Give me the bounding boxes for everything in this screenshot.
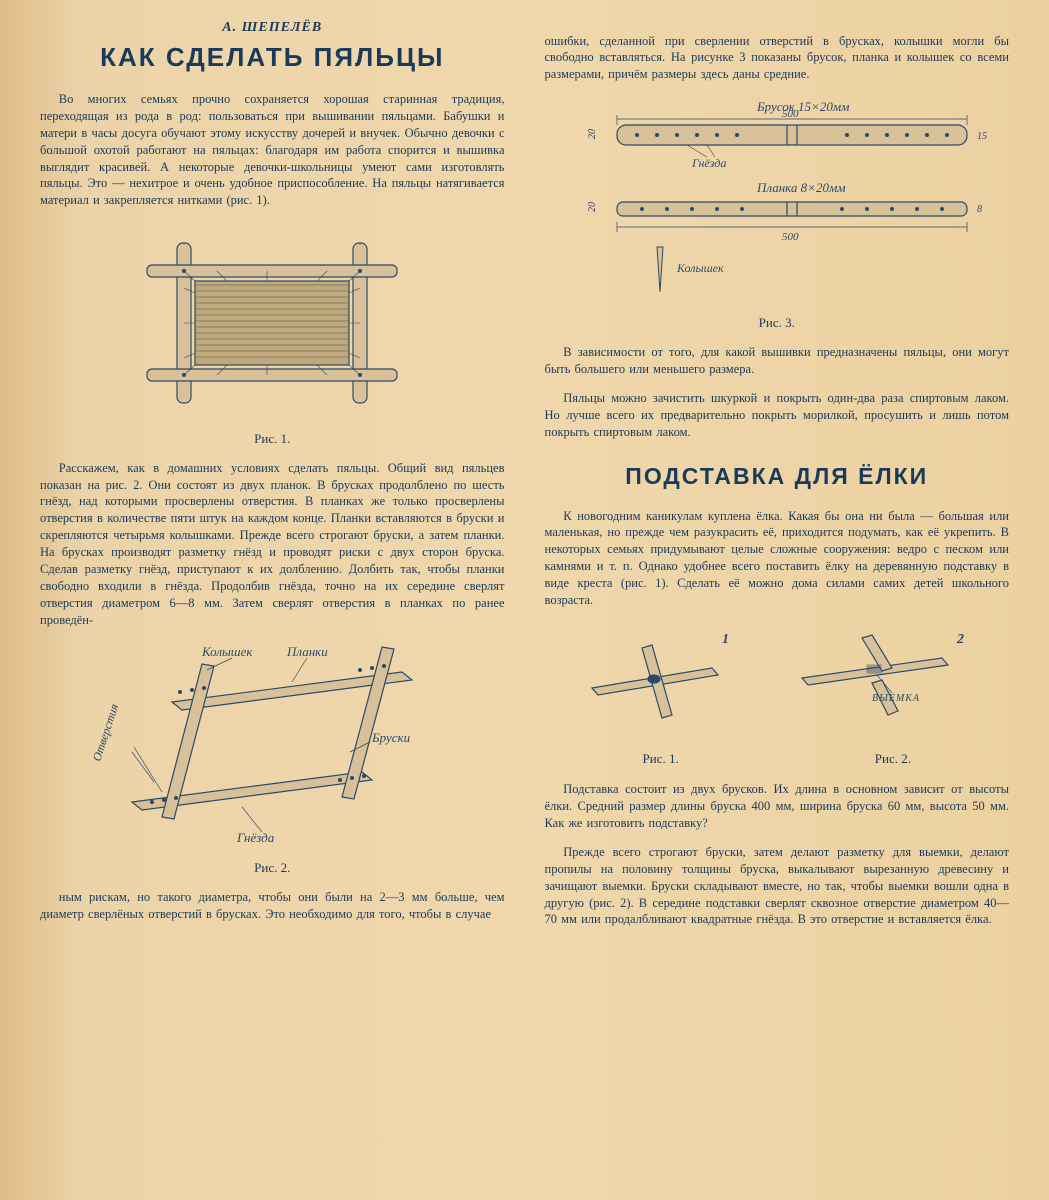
article1-p5: В зависимости от того, для какой вышивки… — [545, 344, 1010, 378]
article2-p2: Подставка состоит из двух брусков. Их дл… — [545, 781, 1010, 832]
art2-fig2-caption: Рис. 2. — [875, 751, 911, 767]
art2-num1: 1 — [722, 632, 729, 647]
article1-title: КАК СДЕЛАТЬ ПЯЛЬЦЫ — [40, 42, 505, 73]
fig1-caption: Рис. 1. — [40, 431, 505, 447]
fig3-caption: Рис. 3. — [545, 315, 1010, 331]
fig3-dim500a: 500 — [782, 108, 799, 120]
art2-fig-svg: 1 2 ВЫЕМКА — [562, 623, 992, 743]
fig2-label-gnezda: Гнёзда — [236, 830, 275, 845]
art2-figcap-row: Рис. 1. Рис. 2. — [545, 751, 1010, 767]
fig1-svg — [117, 223, 427, 423]
fig3-dim15: 15 — [977, 131, 987, 142]
figure-1 — [40, 223, 505, 423]
fig2-label-otverstiya: Отверстия — [92, 702, 121, 763]
author-name: А. ШЕПЕЛЁВ — [40, 20, 505, 36]
fig3-label-planka: Планка 8×20мм — [756, 180, 846, 195]
art2-vyemka: ВЫЕМКА — [872, 693, 920, 704]
left-column: А. ШЕПЕЛЁВ КАК СДЕЛАТЬ ПЯЛЬЦЫ Во многих … — [40, 20, 505, 1180]
figure-2: Колышек Планки Бруски Гнёзда Отверстия — [40, 642, 505, 852]
right-column: ошибки, сделанной при сверлении отверсти… — [545, 20, 1010, 1180]
article1-p1: Во многих семьях прочно сохраняется хоро… — [40, 91, 505, 209]
article2-figures: 1 2 ВЫЕМКА — [545, 623, 1010, 743]
art2-fig1-caption: Рис. 1. — [643, 751, 679, 767]
fig3-dim8: 8 — [977, 204, 982, 215]
fig3-dim20a: 20 — [587, 129, 598, 139]
fig2-svg: Колышек Планки Бруски Гнёзда Отверстия — [92, 642, 452, 852]
two-column-layout: А. ШЕПЕЛЁВ КАК СДЕЛАТЬ ПЯЛЬЦЫ Во многих … — [40, 20, 1009, 1180]
article1-p6: Пяльцы можно зачистить шкуркой и покрыть… — [545, 390, 1010, 441]
fig3-label-gnezda: Гнёзда — [691, 156, 726, 170]
fig2-caption: Рис. 2. — [40, 860, 505, 876]
fig2-label-kolyshek: Колышек — [201, 644, 253, 659]
fig3-label-brusok: Брусок 15×20мм — [756, 99, 849, 114]
art2-num2: 2 — [956, 632, 964, 647]
article1-p3: ным рискам, но такого диаметра, чтобы он… — [40, 889, 505, 923]
fig2-label-bruski: Бруски — [371, 730, 411, 745]
fig2-label-planki: Планки — [286, 644, 328, 659]
fig3-svg: Брусок 15×20мм — [557, 97, 997, 307]
figure-3: Брусок 15×20мм — [545, 97, 1010, 307]
fig3-dim500b: 500 — [782, 231, 799, 243]
article2-p1: К новогодним каникулам куплена ёлка. Как… — [545, 508, 1010, 609]
fig3-dim20b: 20 — [587, 202, 598, 212]
article2-title: ПОДСТАВКА ДЛЯ ЁЛКИ — [545, 463, 1010, 490]
fig3-label-kolyshek: Колышек — [676, 261, 724, 275]
magazine-page: А. ШЕПЕЛЁВ КАК СДЕЛАТЬ ПЯЛЬЦЫ Во многих … — [0, 0, 1049, 1200]
article1-p2: Расскажем, как в домашних условиях сдела… — [40, 460, 505, 629]
article2-p3: Прежде всего строгают бруски, затем дела… — [545, 844, 1010, 928]
article1-p4: ошибки, сделанной при сверлении отверсти… — [545, 33, 1010, 84]
